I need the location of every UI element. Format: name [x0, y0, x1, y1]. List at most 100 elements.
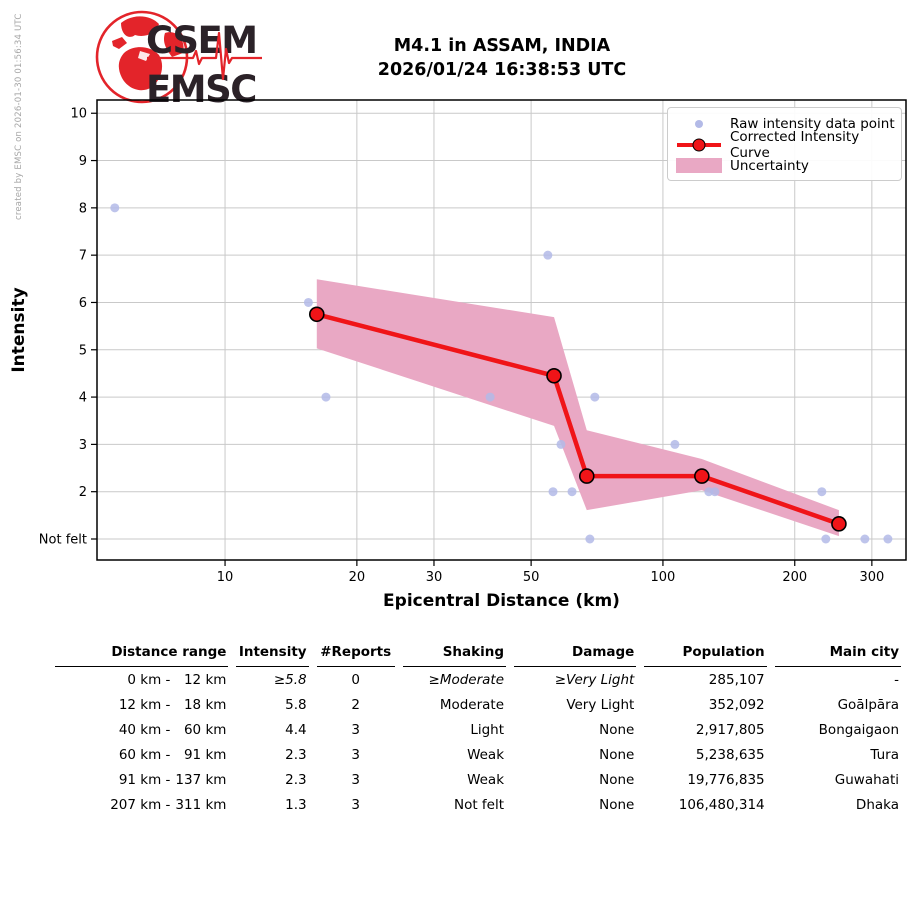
main-city-cell: Goālpāra	[837, 696, 899, 713]
raw-data-point	[548, 487, 558, 497]
population-cell: 2,917,805	[695, 721, 765, 738]
damage-cell: None	[599, 796, 635, 813]
damage-cell: None	[599, 746, 635, 763]
col-damage: Damage	[514, 641, 637, 667]
uncertainty-patch-icon	[668, 157, 730, 175]
x-tick-label: 20	[349, 570, 366, 585]
raw-data-point	[883, 534, 893, 544]
raw-data-point	[556, 439, 566, 449]
table-row: 91 km -137 km 2.3 3 Weak None 19,776,835 Guwah…	[55, 767, 901, 792]
reports-cell: 3	[351, 771, 360, 788]
x-tick-label: 300	[859, 570, 884, 585]
raw-data-point	[110, 203, 120, 213]
col-shaking: Shaking	[402, 641, 507, 667]
raw-data-point	[585, 534, 595, 544]
y-tick-label: 6	[79, 296, 87, 311]
distance-range-cell: 12 km -18 km	[118, 696, 227, 713]
reports-cell: 0	[351, 671, 360, 688]
reports-cell: 3	[351, 721, 360, 738]
x-tick-label: 50	[523, 570, 540, 585]
curve-marker-icon	[668, 136, 730, 154]
intensity-report-table: Distance range Intensity #Reports Shakin…	[47, 641, 909, 817]
intensity-cell: 2.3	[285, 746, 307, 763]
x-axis-label: Epicentral Distance (km)	[383, 591, 620, 611]
x-tick-label: 200	[782, 570, 807, 585]
raw-data-point	[860, 534, 870, 544]
page-title: M4.1 in ASSAM, INDIA 2026/01/24 16:38:53…	[378, 34, 626, 82]
col-distance-range: Distance range	[55, 641, 229, 667]
damage-cell: ≥Very Light	[554, 671, 635, 688]
raw-data-point	[821, 534, 831, 544]
legend-item-raw: Raw intensity data point	[668, 113, 901, 134]
x-tick-label: 100	[651, 570, 676, 585]
raw-data-point	[710, 487, 720, 497]
x-tick-label: 10	[217, 570, 234, 585]
population-cell: 19,776,835	[687, 771, 765, 788]
col-intensity: Intensity	[236, 641, 309, 667]
intensity-chart-svg: 10 20 30 50 100 200 300 Not felt 2 3 4 5 6 7 8 9 10 Epice…	[9, 99, 907, 611]
y-tick-label: 9	[79, 154, 87, 169]
legend-label-curve: Corrected Intensity Curve	[730, 128, 860, 161]
shaking-cell: ≥Moderate	[428, 671, 505, 688]
col-main-city: Main city	[774, 641, 901, 667]
damage-cell: Very Light	[566, 696, 635, 713]
main-city-cell: Bongaigaon	[818, 721, 899, 738]
population-cell: 352,092	[708, 696, 765, 713]
distance-range-cell: 0 km -12 km	[127, 671, 227, 688]
col-population: Population	[644, 641, 767, 667]
raw-data-point	[567, 487, 577, 497]
intensity-cell: 2.3	[285, 771, 307, 788]
globe-icon	[95, 10, 189, 104]
y-tick-label: 7	[79, 249, 87, 264]
intensity-cell: 1.3	[285, 796, 307, 813]
intensity-cell: ≥5.8	[273, 671, 307, 688]
main-city-cell: Guwahati	[834, 771, 899, 788]
raw-data-point	[321, 392, 331, 402]
table-header-row: Distance range Intensity #Reports Shakin…	[55, 641, 901, 667]
y-tick-label: 4	[79, 391, 87, 406]
distance-range-cell: 91 km -137 km	[118, 771, 227, 788]
distance-range-cell: 207 km -311 km	[110, 796, 227, 813]
damage-cell: None	[599, 771, 635, 788]
x-tick-label: 30	[426, 570, 443, 585]
emsc-logo: CSEM EMSC	[95, 10, 262, 108]
y-tick-label: 3	[79, 438, 87, 453]
shaking-cell: Light	[470, 721, 505, 738]
y-tick-label: 10	[70, 107, 87, 122]
legend-item-uncertainty: Uncertainty	[668, 155, 901, 176]
legend-item-curve: Corrected Intensity Curve	[668, 129, 901, 161]
reports-cell: 2	[351, 696, 360, 713]
table-row: 207 km -311 km 1.3 3 Not felt None 106,480,31…	[55, 792, 901, 817]
legend-label-uncertainty: Uncertainty	[730, 157, 809, 174]
y-tick-label: 5	[79, 343, 87, 358]
logo-emsc-text: EMSC	[146, 68, 256, 108]
chart-legend: Raw intensity data point Corrected Inten…	[667, 107, 902, 181]
distance-range-cell: 40 km -60 km	[118, 721, 227, 738]
event-datetime: 2026/01/24 16:38:53 UTC	[377, 60, 627, 80]
table-row: 12 km -18 km 5.8 2 Moderate Very Light 352,09…	[55, 692, 901, 717]
event-title: M4.1 in ASSAM, INDIA	[393, 36, 611, 56]
main-city-cell: -	[894, 671, 899, 688]
raw-data-point	[817, 487, 827, 497]
damage-cell: None	[599, 721, 635, 738]
curve-point-marker	[546, 367, 562, 384]
curve-point-marker	[578, 468, 595, 484]
main-city-cell: Dhaka	[855, 796, 899, 813]
table-row: 40 km -60 km 4.4 3 Light None 2,917,805 Bongai…	[55, 717, 901, 742]
shaking-cell: Moderate	[439, 696, 505, 713]
intensity-cell: 5.8	[285, 696, 307, 713]
population-cell: 285,107	[708, 671, 765, 688]
y-axis-label: Intensity	[9, 287, 29, 372]
shaking-cell: Weak	[467, 746, 505, 763]
raw-data-point	[303, 297, 313, 307]
raw-data-point	[590, 392, 600, 402]
col-reports: #Reports	[316, 641, 395, 667]
intensity-cell: 4.4	[285, 721, 307, 738]
y-tick-label: 2	[79, 485, 87, 500]
table-body: 0 km -12 km ≥5.8 0 ≥Moderate ≥Very Light 285,…	[55, 667, 901, 817]
population-cell: 106,480,314	[678, 796, 765, 813]
legend-label-raw: Raw intensity data point	[730, 115, 895, 132]
raw-point-icon	[668, 115, 730, 133]
table-row: 0 km -12 km ≥5.8 0 ≥Moderate ≥Very Light 285,…	[55, 667, 901, 692]
raw-data-point	[670, 439, 680, 449]
